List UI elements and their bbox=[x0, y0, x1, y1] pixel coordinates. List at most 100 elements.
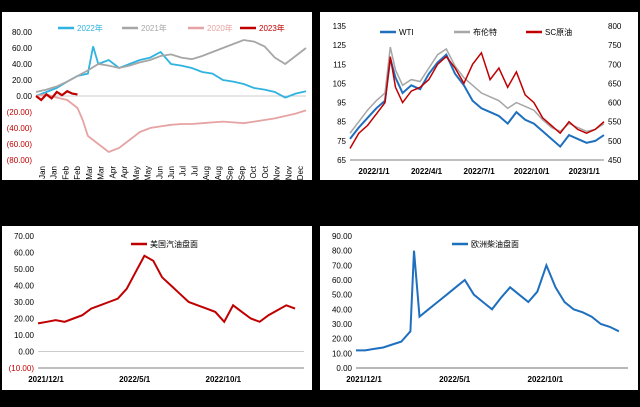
x-tick-label: Aug bbox=[202, 166, 211, 180]
x-tick-label: 2022/10/1 bbox=[514, 167, 550, 176]
y-right-tick-label: 450 bbox=[608, 156, 622, 165]
y-tick-label: 30.00 bbox=[14, 298, 35, 307]
x-tick-label: Apr bbox=[108, 166, 117, 179]
chart-panel-europe-diesel: 90.00 80.00 70.00 60.00 50.00 40.00 30.00 20.00… bbox=[320, 226, 638, 390]
y-tick-label: 40.00 bbox=[14, 282, 35, 291]
y-right-tick-label: 500 bbox=[608, 137, 622, 146]
y-left-tick-label: 105 bbox=[333, 79, 347, 88]
y-tick-label: 60.00 bbox=[332, 276, 353, 285]
legend-label-1: 布伦特 bbox=[473, 27, 497, 37]
x-tick-label: Jul bbox=[190, 166, 199, 176]
chart-4-svg: 90.00 80.00 70.00 60.00 50.00 40.00 30.00 20.00… bbox=[332, 232, 628, 384]
series-line-0 bbox=[35, 46, 307, 99]
x-tick-label: 2021/12/1 bbox=[28, 375, 64, 384]
x-tick-label: Mar bbox=[85, 166, 94, 180]
y-tick-label: 80.00 bbox=[12, 28, 33, 37]
y-tick-label: 70.00 bbox=[14, 232, 35, 241]
y-left-tick-label: 85 bbox=[337, 118, 346, 127]
y-left-tick-label: 135 bbox=[333, 22, 347, 31]
series-line-2 bbox=[35, 93, 307, 154]
x-tick-label: Feb bbox=[61, 165, 70, 179]
x-tick-label: Nov bbox=[284, 166, 293, 180]
x-tick-label: 2022/5/1 bbox=[119, 375, 151, 384]
y-tick-label: (60.00) bbox=[7, 140, 33, 149]
legend-label-1: 2021年 bbox=[141, 23, 167, 33]
series-line-1 bbox=[349, 46, 605, 134]
y-tick-label: 40.00 bbox=[332, 305, 353, 314]
x-tick-label: Jul bbox=[179, 166, 188, 176]
y-tick-label: 80.00 bbox=[332, 247, 353, 256]
chart-panel-crack-spread-yearly: 80.00 60.00 40.00 20.00 0.00 (20.00) (40.00) (6… bbox=[2, 12, 312, 180]
y-tick-label: 60.00 bbox=[12, 44, 33, 53]
y-left-tick-label: 75 bbox=[337, 137, 346, 146]
x-tick-label: Mar bbox=[97, 166, 106, 180]
chart-1-svg: 80.00 60.00 40.00 20.00 0.00 (20.00) (40.00) (6… bbox=[7, 23, 307, 180]
y-tick-label: 30.00 bbox=[332, 320, 353, 329]
x-tick-label: Jan bbox=[50, 166, 59, 179]
chart-panel-us-gasoline: 70.00 60.00 50.00 40.00 30.00 20.00 10.00 0.00 (… bbox=[2, 226, 312, 390]
x-tick-label: 2022/7/1 bbox=[464, 167, 496, 176]
x-tick-label: May bbox=[144, 166, 153, 180]
y-tick-label: (40.00) bbox=[7, 124, 33, 133]
x-tick-label: Oct bbox=[261, 165, 270, 178]
chart-2-svg: 135 125 115 105 95 85 75 65 800 750 700 650 600 550 50… bbox=[333, 22, 622, 176]
y-tick-label: 0.00 bbox=[18, 348, 34, 357]
x-tick-label: Dec bbox=[296, 166, 305, 180]
series-line-2 bbox=[349, 51, 605, 149]
y-right-tick-label: 650 bbox=[608, 79, 622, 88]
legend-label-0: WTI bbox=[399, 28, 414, 37]
y-tick-label: (20.00) bbox=[7, 108, 33, 117]
legend-label-0: 美国汽油盘面 bbox=[150, 239, 198, 249]
series-line-0 bbox=[356, 250, 620, 352]
legend-label-0: 2022年 bbox=[77, 23, 103, 33]
legend-label-2: 2020年 bbox=[207, 23, 233, 33]
y-tick-label: 0.00 bbox=[16, 92, 32, 101]
y-tick-label: 50.00 bbox=[14, 265, 35, 274]
x-tick-label: 2022/10/1 bbox=[206, 375, 242, 384]
x-tick-label: 2021/12/1 bbox=[346, 375, 382, 384]
x-tick-label: Jan bbox=[38, 166, 47, 179]
y-tick-label: (10.00) bbox=[9, 364, 35, 373]
y-left-tick-label: 115 bbox=[333, 60, 346, 69]
y-tick-label: 10.00 bbox=[332, 349, 353, 358]
y-right-tick-label: 600 bbox=[608, 99, 622, 108]
y-left-tick-label: 125 bbox=[333, 41, 347, 50]
legend-label-3: 2023年 bbox=[259, 23, 285, 33]
legend-label-2: SC原油 bbox=[545, 27, 572, 37]
series-line-3 bbox=[35, 89, 78, 102]
y-tick-label: 20.00 bbox=[14, 315, 35, 324]
x-tick-label: Oct bbox=[249, 165, 258, 178]
y-tick-label: (80.00) bbox=[7, 156, 33, 165]
x-tick-label: Sep bbox=[226, 165, 235, 180]
chart-3-svg: 70.00 60.00 50.00 40.00 30.00 20.00 10.00 0.00 (… bbox=[9, 232, 304, 384]
x-tick-label: Jun bbox=[167, 166, 176, 179]
x-tick-label: 2022/5/1 bbox=[439, 375, 471, 384]
series-line-0 bbox=[37, 254, 296, 325]
y-right-tick-label: 750 bbox=[608, 41, 622, 50]
x-tick-label: May bbox=[132, 166, 141, 180]
x-tick-label: Nov bbox=[273, 166, 282, 180]
x-tick-label: 2022/4/1 bbox=[411, 167, 443, 176]
y-tick-label: 20.00 bbox=[12, 76, 33, 85]
x-tick-label: 2022/1/1 bbox=[358, 167, 390, 176]
y-tick-label: 60.00 bbox=[14, 249, 35, 258]
y-right-tick-label: 700 bbox=[608, 60, 622, 69]
x-tick-label: Feb bbox=[73, 165, 82, 179]
x-tick-label: Jun bbox=[155, 166, 164, 179]
x-tick-label: Sep bbox=[237, 165, 246, 180]
y-tick-label: 40.00 bbox=[12, 60, 33, 69]
y-left-tick-label: 95 bbox=[337, 99, 346, 108]
x-tick-label: 2023/1/1 bbox=[569, 167, 601, 176]
y-left-tick-label: 65 bbox=[337, 156, 346, 165]
y-tick-label: 70.00 bbox=[332, 261, 353, 270]
x-tick-label: 2022/10/1 bbox=[528, 375, 564, 384]
y-tick-label: 0.00 bbox=[336, 364, 352, 373]
series-line-1 bbox=[35, 39, 307, 93]
y-tick-label: 50.00 bbox=[332, 291, 353, 300]
y-right-tick-label: 550 bbox=[608, 118, 622, 127]
y-tick-label: 20.00 bbox=[332, 335, 353, 344]
chart-panel-crude-prices: 135 125 115 105 95 85 75 65 800 750 700 650 600 550 50… bbox=[320, 12, 638, 180]
x-tick-label: Apr bbox=[120, 166, 129, 179]
legend-label-0: 欧洲柴油盘面 bbox=[471, 239, 519, 249]
y-tick-label: 90.00 bbox=[332, 232, 353, 241]
